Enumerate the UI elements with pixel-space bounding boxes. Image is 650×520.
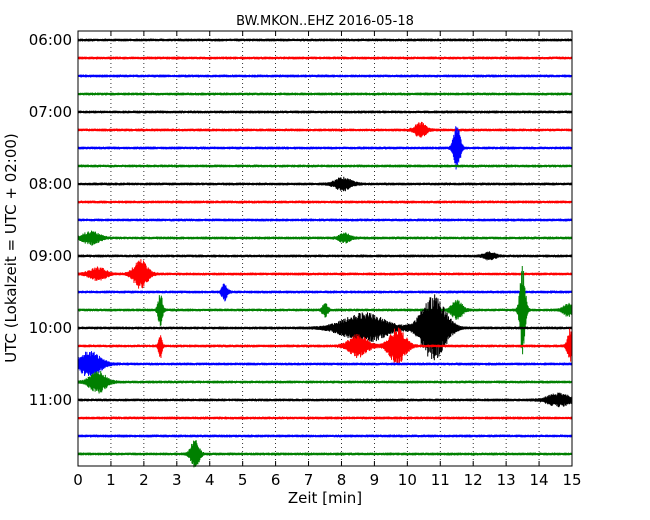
trace-line — [77, 434, 573, 438]
y-axis-label: UTC (Lokalzeit = UTC + 02:00) — [2, 133, 20, 363]
trace-line — [77, 266, 573, 355]
trace-line — [77, 230, 573, 246]
x-tick-label: 15 — [562, 471, 581, 489]
x-tick-label: 8 — [337, 471, 347, 489]
chart-title: BW.MKON..EHZ 2016-05-18 — [236, 14, 414, 29]
trace-line — [77, 251, 573, 261]
trace-line — [77, 416, 573, 420]
trace-line — [77, 283, 573, 302]
x-tick-label: 2 — [139, 471, 149, 489]
trace-line — [77, 200, 573, 204]
trace-line — [77, 176, 573, 192]
x-axis-label: Zeit [min] — [288, 489, 362, 507]
trace-line — [77, 259, 573, 289]
trace-line — [77, 164, 573, 168]
trace-line — [77, 126, 573, 170]
trace-line — [77, 218, 573, 222]
trace-line — [77, 294, 573, 361]
trace-line — [77, 121, 573, 138]
trace-line — [77, 110, 573, 114]
trace-line — [77, 92, 573, 96]
y-tick-label: 07:00 — [29, 103, 72, 121]
y-tick-label: 11:00 — [29, 391, 72, 409]
x-tick-label: 11 — [431, 471, 450, 489]
trace-line — [77, 327, 573, 364]
x-tick-label: 6 — [271, 471, 281, 489]
x-tick-label: 4 — [205, 471, 215, 489]
x-tick-label: 10 — [398, 471, 417, 489]
x-tick-label: 3 — [172, 471, 182, 489]
trace-line — [77, 392, 573, 408]
trace-line — [77, 38, 573, 42]
trace-line — [77, 351, 573, 378]
y-tick-label: 09:00 — [29, 247, 72, 265]
x-tick-label: 0 — [73, 471, 83, 489]
y-tick-label: 08:00 — [29, 175, 72, 193]
x-axis: 0 1 2 3 4 5 6 7 8 9 10 11 12 13 14 15 — [73, 31, 582, 489]
x-tick-label: 1 — [106, 471, 116, 489]
x-tick-label: 5 — [238, 471, 248, 489]
x-tick-label: 7 — [304, 471, 314, 489]
x-tick-label: 9 — [370, 471, 380, 489]
trace-line — [77, 371, 573, 394]
x-tick-label: 14 — [530, 471, 549, 489]
trace-line — [77, 56, 573, 60]
y-tick-label: 06:00 — [29, 31, 72, 49]
x-tick-label: 13 — [497, 471, 516, 489]
y-axis: 06:00 07:00 08:00 09:00 10:00 11:00 — [29, 31, 572, 409]
x-tick-label: 12 — [464, 471, 483, 489]
y-tick-label: 10:00 — [29, 319, 72, 337]
grid — [110, 31, 540, 466]
traces — [77, 38, 573, 468]
trace-line — [77, 74, 573, 78]
plot-frame — [77, 30, 573, 467]
trace-line — [77, 440, 573, 468]
